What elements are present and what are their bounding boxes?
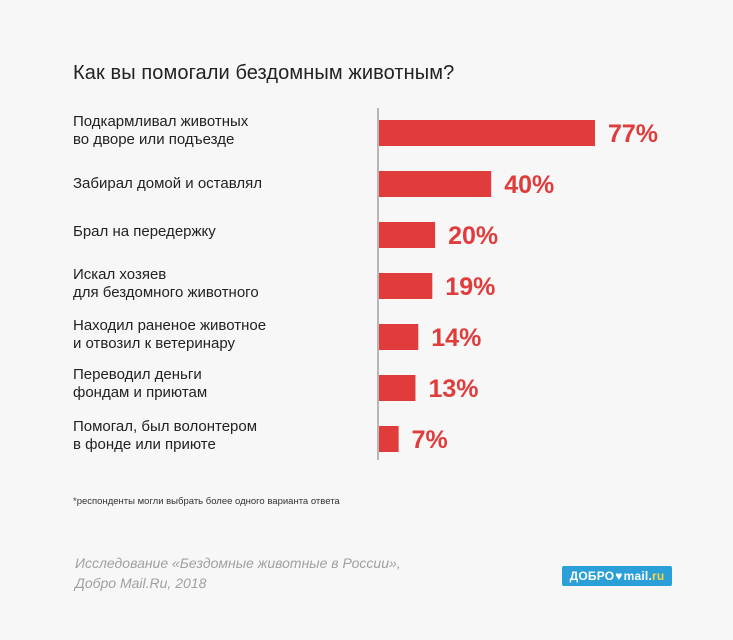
logo-ru-text: ru (651, 569, 665, 583)
source-text: Исследование «Бездомные животные в Росси… (75, 555, 401, 591)
logo-dot-text: . (648, 569, 652, 583)
category-label: Забирал домой и оставлял (73, 175, 262, 192)
bar-value-label: 7% (412, 426, 448, 454)
category-label: Брал на передержку (73, 223, 216, 240)
category-label: Подкармливал животных во дворе или подъе… (73, 113, 249, 148)
bar (379, 222, 436, 248)
bar-value-label: 14% (431, 324, 481, 352)
bar (379, 120, 595, 146)
logo-mail-text: mail (623, 569, 649, 583)
bar-value-label: 20% (448, 222, 498, 250)
bar (379, 324, 419, 350)
logo-dobro-text: ДОБРО (569, 569, 615, 583)
category-label: Помогал, был волонтером в фонде или прию… (73, 418, 258, 453)
heart-icon: ♥ (615, 569, 623, 583)
category-label: Находил раненое животное и отвозил к вет… (73, 317, 267, 352)
bar (379, 426, 399, 452)
footnote: *респонденты могли выбрать более одного … (73, 496, 340, 507)
bar (379, 375, 416, 401)
category-label: Искал хозяев для бездомного животного (73, 266, 259, 301)
bar-value-label: 40% (504, 171, 554, 199)
bar (379, 273, 433, 299)
dobro-mail-logo: ДОБРО ♥ mail . ru (562, 566, 672, 586)
bar (379, 171, 492, 197)
category-label: Переводил деньги фондам и приютам (73, 366, 208, 401)
bar-value-label: 77% (608, 120, 658, 148)
chart-title: Как вы помогали бездомным животным? (73, 62, 455, 84)
bar-value-label: 19% (445, 273, 495, 301)
bar-value-label: 13% (428, 375, 478, 403)
